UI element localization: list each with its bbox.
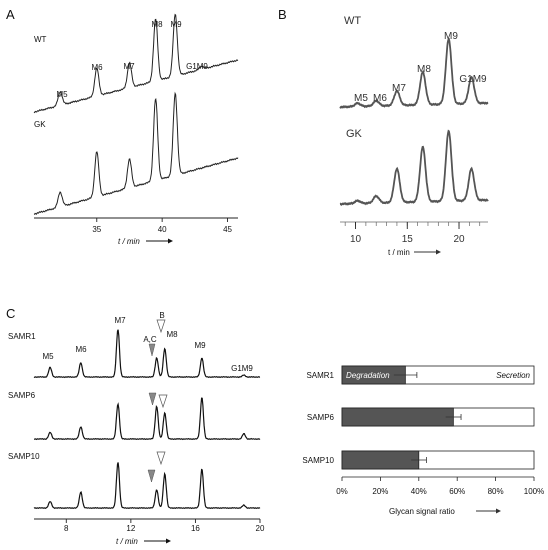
c-series-label-samp6: SAMP6 bbox=[8, 391, 36, 400]
a-tick-label: 40 bbox=[158, 225, 167, 234]
glycan-ratio-bar-chart: 0% 20% 40% 60% 80% 100% SAMR1 SAMP6 SAMP10 De… bbox=[302, 365, 544, 516]
b-tick-label: 20 bbox=[453, 234, 465, 245]
c-trace-samr1 bbox=[33, 329, 261, 379]
a-x-axis-arrow bbox=[146, 238, 173, 244]
bar-x-tick-label: 20% bbox=[372, 487, 388, 496]
c-annotation-ac: A,C bbox=[143, 335, 157, 344]
a-trace-wt bbox=[33, 13, 239, 114]
b-x-axis-arrow bbox=[414, 249, 441, 255]
c-x-axis-arrow bbox=[144, 538, 171, 544]
b-peak-label-m6: M6 bbox=[373, 93, 387, 104]
c-peak-label-m6: M6 bbox=[75, 345, 87, 354]
b-peak-label-m5: M5 bbox=[354, 93, 368, 104]
c-peak-label-m8: M8 bbox=[166, 330, 178, 339]
chromatogram-b: 10 15 20 WT GK M5 M6 M7 M8 M9 G1M9 t / min bbox=[339, 15, 489, 257]
c-tick-label: 16 bbox=[191, 524, 200, 533]
b-tick-label: 10 bbox=[350, 234, 362, 245]
a-peak-label-g1m9: G1M9 bbox=[186, 62, 208, 71]
a-trace-gk bbox=[33, 91, 239, 215]
marker-gray-samp6 bbox=[148, 392, 157, 406]
bar-category-samr1: SAMR1 bbox=[306, 371, 334, 380]
b-peak-label-m9: M9 bbox=[444, 31, 458, 42]
b-trace-gk bbox=[339, 129, 489, 206]
b-peak-label-m7: M7 bbox=[392, 83, 406, 94]
chromatogram-c: 8 12 16 20 SAMR1 SAMP6 SAMP10 M5 M6 M7 M8 M… bbox=[8, 311, 265, 546]
bar-x-axis-arrow bbox=[476, 508, 501, 514]
marker-white-samp6 bbox=[158, 394, 168, 409]
marker-gray-samr1 bbox=[148, 343, 156, 357]
a-peak-label-m9: M9 bbox=[170, 20, 182, 29]
panel-label-c: C bbox=[6, 306, 15, 321]
b-x-axis-label: t / min bbox=[388, 248, 410, 257]
bar-x-tick-label: 0% bbox=[336, 487, 348, 496]
a-series-label-gk: GK bbox=[34, 120, 46, 129]
c-peak-label-m7: M7 bbox=[114, 316, 126, 325]
c-trace-samp10 bbox=[33, 462, 261, 510]
c-annotation-b: B bbox=[159, 311, 164, 320]
b-series-label-wt: WT bbox=[344, 15, 361, 27]
a-series-label-wt: WT bbox=[34, 35, 47, 44]
marker-white-samp10 bbox=[156, 451, 166, 466]
bar-degradation-samp10 bbox=[341, 450, 420, 470]
c-tick-label: 12 bbox=[126, 524, 135, 533]
legend-degradation: Degradation bbox=[346, 371, 390, 380]
c-trace-samp6 bbox=[34, 397, 261, 441]
bar-category-samp10: SAMP10 bbox=[302, 456, 334, 465]
bar-x-axis-label: Glycan signal ratio bbox=[389, 507, 455, 516]
bar-degradation-samp6 bbox=[341, 407, 454, 427]
b-series-label-gk: GK bbox=[346, 128, 363, 140]
bar-x-tick-label: 100% bbox=[524, 487, 544, 496]
a-peak-label-m6: M6 bbox=[91, 63, 103, 72]
c-tick-label: 20 bbox=[256, 524, 265, 533]
bar-x-tick-label: 80% bbox=[488, 487, 504, 496]
a-x-axis-label: t / min bbox=[118, 237, 140, 246]
panel-label-b: B bbox=[278, 7, 287, 22]
chromatogram-a: 35 40 45 WT GK M5 M6 M7 M8 M9 G1M9 t / min bbox=[33, 13, 239, 246]
a-peak-label-m5: M5 bbox=[56, 90, 68, 99]
legend-secretion: Secretion bbox=[496, 371, 530, 380]
c-peak-label-m9: M9 bbox=[194, 341, 206, 350]
marker-gray-samp10 bbox=[147, 469, 156, 483]
bar-x-tick-label: 60% bbox=[449, 487, 465, 496]
a-peak-label-m8: M8 bbox=[151, 20, 163, 29]
marker-white-samr1 bbox=[156, 319, 166, 334]
a-tick-label: 45 bbox=[223, 225, 232, 234]
c-tick-label: 8 bbox=[64, 524, 69, 533]
b-peak-label-m8: M8 bbox=[417, 64, 431, 75]
c-peak-label-m5: M5 bbox=[42, 352, 54, 361]
b-peak-label-g1m9: G1M9 bbox=[459, 74, 487, 85]
panel-label-a: A bbox=[6, 7, 15, 22]
b-tick-label: 15 bbox=[402, 234, 414, 245]
c-x-axis-label: t / min bbox=[116, 537, 138, 546]
c-series-label-samp10: SAMP10 bbox=[8, 452, 40, 461]
bar-x-tick-label: 40% bbox=[411, 487, 427, 496]
b-trace-wt bbox=[339, 37, 489, 109]
c-peak-label-g1m9: G1M9 bbox=[231, 364, 253, 373]
a-tick-label: 35 bbox=[92, 225, 101, 234]
bar-category-samp6: SAMP6 bbox=[307, 413, 335, 422]
c-series-label-samr1: SAMR1 bbox=[8, 332, 36, 341]
a-peak-label-m7: M7 bbox=[123, 62, 135, 71]
